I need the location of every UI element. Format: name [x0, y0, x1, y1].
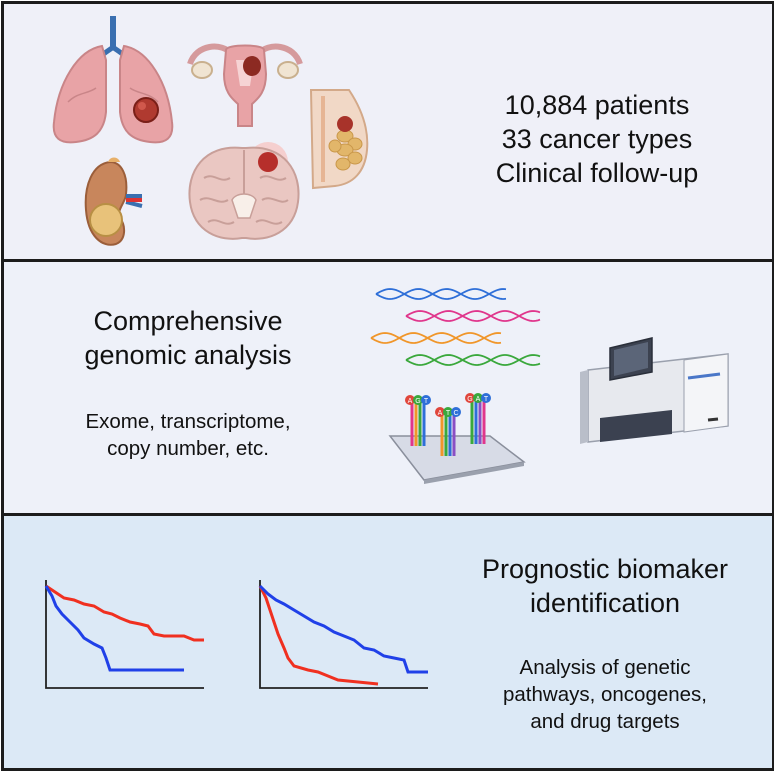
- low-risk-curve: [45, 584, 204, 642]
- helix-strand: [370, 332, 502, 344]
- nucleotide-bubble: [473, 393, 483, 403]
- prognostic-panel: Prognostic biomaker identification Analy…: [4, 516, 772, 768]
- uterus-icon: [187, 43, 303, 127]
- nucleotide-letter: C: [453, 410, 458, 417]
- genomic-panel: Comprehensive genomic analysis Exome, tr…: [4, 262, 772, 516]
- lungs-icon: [52, 16, 174, 144]
- nucleotide-bubble: [451, 407, 461, 417]
- helix-strand: [375, 288, 507, 300]
- genomic-title-line-1: Comprehensive: [93, 306, 283, 336]
- brain-icon: [188, 142, 300, 240]
- nucleotide-bubble: [481, 393, 491, 403]
- genomic-subtitle: Exome, transcriptome, copy number, etc.: [48, 408, 328, 462]
- prognostic-subtitle-line-3: and drug targets: [530, 710, 680, 733]
- nucleotide-letter: T: [484, 396, 489, 403]
- survival-curve-icon-2: [258, 580, 428, 689]
- nucleotide-bubble: [465, 393, 475, 403]
- dna-helix-icon: [370, 288, 541, 366]
- cancer-type-count: 33 cancer types: [501, 124, 693, 154]
- nucleotide-letter: A: [476, 396, 481, 403]
- nucleotide-letter: G: [415, 398, 420, 405]
- breast-icon: [309, 89, 369, 190]
- nucleotide-letter: T: [446, 410, 451, 417]
- low-risk-curve-2: [258, 584, 428, 674]
- nucleotide-letter: A: [438, 410, 443, 417]
- prognostic-subtitle: Analysis of genetic pathways, oncogenes,…: [450, 654, 760, 735]
- genomic-subtitle-line-1: Exome, transcriptome,: [85, 410, 291, 433]
- kidney-icon: [84, 157, 143, 246]
- helix-strand: [370, 332, 502, 344]
- sequencer-machine-icon: [580, 337, 729, 444]
- genomic-title-line-2: genomic analysis: [84, 340, 292, 370]
- genomic-title: Comprehensive genomic analysis: [48, 304, 328, 372]
- genomic-subtitle-line-2: copy number, etc.: [107, 437, 269, 460]
- helix-strand: [375, 288, 507, 300]
- prognostic-title: Prognostic biomaker identification: [450, 552, 760, 620]
- nucleotide-letter: T: [424, 398, 429, 405]
- sequencing-chip-icon: A G TA T CG A T: [388, 393, 526, 484]
- prognostic-title-line-2: identification: [529, 588, 681, 618]
- nucleotide-bubble: [435, 407, 445, 417]
- nucleotide-bubble: [443, 407, 453, 417]
- nucleotide-letter: G: [467, 396, 472, 403]
- high-risk-curve-2: [258, 585, 379, 686]
- survival-curve-icon: [44, 580, 204, 689]
- patients-panel: 10,884 patients 33 cancer types Clinical…: [4, 4, 772, 262]
- patient-count: 10,884 patients: [504, 90, 690, 120]
- follow-up-label: Clinical follow-up: [495, 158, 699, 188]
- helix-strand: [405, 354, 541, 366]
- high-risk-curve: [44, 585, 184, 672]
- nucleotide-letter: A: [408, 398, 413, 405]
- helix-strand: [405, 354, 541, 366]
- nucleotide-bubble: [413, 395, 423, 405]
- helix-strand: [405, 310, 541, 322]
- nucleotide-bubble: [405, 395, 415, 405]
- prognostic-subtitle-line-1: Analysis of genetic: [519, 656, 691, 679]
- prognostic-title-line-1: Prognostic biomaker: [481, 554, 729, 584]
- patient-summary: 10,884 patients 33 cancer types Clinical…: [456, 88, 738, 190]
- prognostic-subtitle-line-2: pathways, oncogenes,: [503, 683, 707, 706]
- nucleotide-bubble: [421, 395, 431, 405]
- helix-strand: [405, 310, 541, 322]
